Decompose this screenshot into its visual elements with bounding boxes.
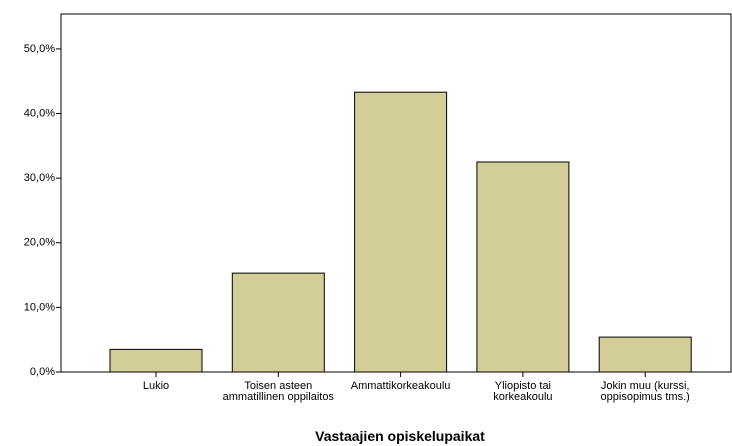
y-tick-label: 50,0% <box>24 43 55 55</box>
y-tick-label: 30,0% <box>24 172 55 184</box>
x-tick-label: Ammattikorkeakoulu <box>350 380 451 392</box>
bar <box>354 91 448 373</box>
y-tick-label: 0,0% <box>30 366 55 378</box>
y-tick-label: 20,0% <box>24 237 55 249</box>
y-tick-label: 10,0% <box>24 301 55 313</box>
x-tick-label: Toisen asteen ammatillinen oppilaitos <box>222 380 334 403</box>
bar <box>476 161 570 373</box>
y-tick-label: 40,0% <box>24 107 55 119</box>
x-axis-title: Vastaajien opiskelupaikat <box>315 428 485 444</box>
x-tick-label: Lukio <box>142 380 170 392</box>
x-tick-label: Jokin muu (kurssi, oppisopimus tms.) <box>600 380 690 403</box>
x-tick-label: Yliopisto tai korkeakoulu <box>493 380 553 403</box>
bar <box>231 272 325 373</box>
bar <box>109 348 203 373</box>
bar <box>598 336 692 373</box>
